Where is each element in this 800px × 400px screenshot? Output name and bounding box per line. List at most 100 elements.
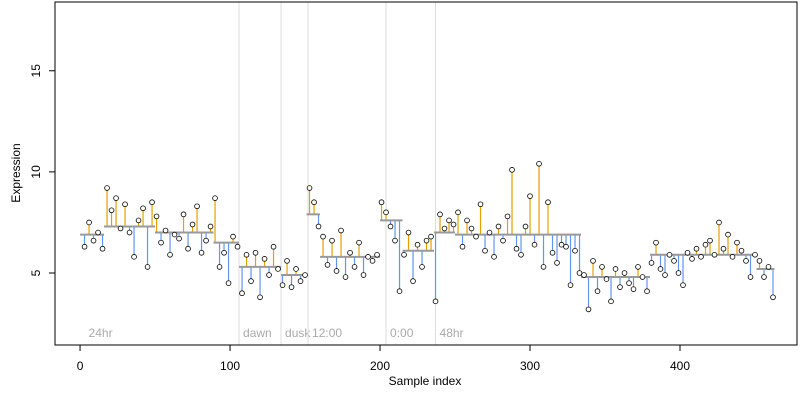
x-tick-label: 300: [520, 359, 540, 373]
point: [720, 245, 727, 252]
point: [113, 195, 119, 201]
point: [131, 254, 137, 260]
point: [144, 264, 151, 270]
point: [185, 245, 191, 252]
point: [635, 264, 641, 270]
point: [626, 280, 632, 286]
point: [743, 258, 749, 264]
point: [288, 284, 295, 290]
point: [648, 260, 655, 266]
point: [90, 237, 97, 244]
point: [554, 260, 560, 266]
x-tick-label: 400: [670, 359, 690, 373]
point: [549, 249, 556, 256]
point: [149, 199, 155, 206]
point: [761, 274, 767, 280]
point: [365, 254, 371, 260]
point: [455, 209, 461, 216]
point: [428, 233, 434, 240]
point: [270, 243, 277, 250]
point: [509, 167, 515, 173]
point: [230, 233, 236, 240]
point: [162, 227, 169, 234]
point: [644, 288, 650, 295]
point: [171, 231, 178, 238]
event-label: dusk: [285, 326, 311, 340]
point: [752, 252, 758, 258]
point: [153, 213, 160, 220]
point: [243, 252, 250, 258]
point: [122, 201, 128, 208]
point: [486, 229, 493, 236]
point: [671, 258, 677, 264]
point: [203, 237, 209, 244]
point: [500, 237, 506, 244]
point: [608, 298, 614, 305]
point: [342, 274, 349, 280]
point: [698, 254, 704, 260]
x-axis-label: Sample index: [389, 374, 462, 388]
point: [491, 254, 497, 260]
point: [374, 252, 380, 258]
point: [464, 217, 470, 224]
point: [531, 241, 538, 248]
point: [320, 233, 326, 240]
point: [612, 266, 619, 272]
point: [275, 266, 281, 272]
point: [401, 252, 407, 258]
point: [450, 221, 457, 228]
point: [725, 231, 731, 238]
point: [387, 223, 394, 230]
point: [729, 254, 736, 260]
point: [711, 252, 718, 258]
point: [432, 298, 439, 305]
point: [284, 258, 290, 264]
point: [225, 280, 232, 286]
point: [239, 290, 245, 297]
point: [279, 282, 286, 288]
point: [689, 256, 695, 262]
point: [747, 274, 754, 280]
point: [207, 223, 214, 230]
y-tick-label: 10: [29, 165, 43, 179]
point: [248, 278, 254, 284]
point: [770, 294, 776, 301]
point: [158, 239, 164, 246]
point: [396, 288, 403, 295]
event-label: 0:00: [390, 326, 414, 340]
point: [369, 258, 376, 264]
point: [576, 270, 583, 276]
plot-frame: [54, 1, 798, 346]
point: [81, 243, 88, 250]
event-label: 24hr: [89, 326, 113, 340]
point: [666, 252, 673, 258]
point: [459, 243, 466, 250]
point: [441, 225, 448, 232]
point: [306, 185, 313, 191]
point: [423, 237, 430, 244]
point: [351, 264, 358, 270]
point: [360, 272, 367, 278]
point: [581, 272, 587, 278]
point: [257, 294, 263, 301]
point: [324, 262, 331, 268]
x-tick-label: 200: [370, 359, 390, 373]
point: [194, 203, 200, 210]
point: [540, 264, 547, 270]
point: [527, 193, 533, 199]
point: [315, 223, 322, 230]
point: [293, 266, 299, 272]
point: [266, 272, 272, 278]
point: [383, 209, 389, 216]
point: [117, 225, 124, 232]
point: [261, 256, 268, 262]
point: [99, 245, 106, 252]
point: [702, 241, 709, 248]
point: [657, 266, 664, 272]
x-tick-label: 100: [220, 359, 240, 373]
point: [563, 243, 569, 250]
point: [495, 223, 502, 230]
point: [765, 264, 772, 270]
point: [707, 237, 713, 244]
point: [567, 282, 574, 288]
